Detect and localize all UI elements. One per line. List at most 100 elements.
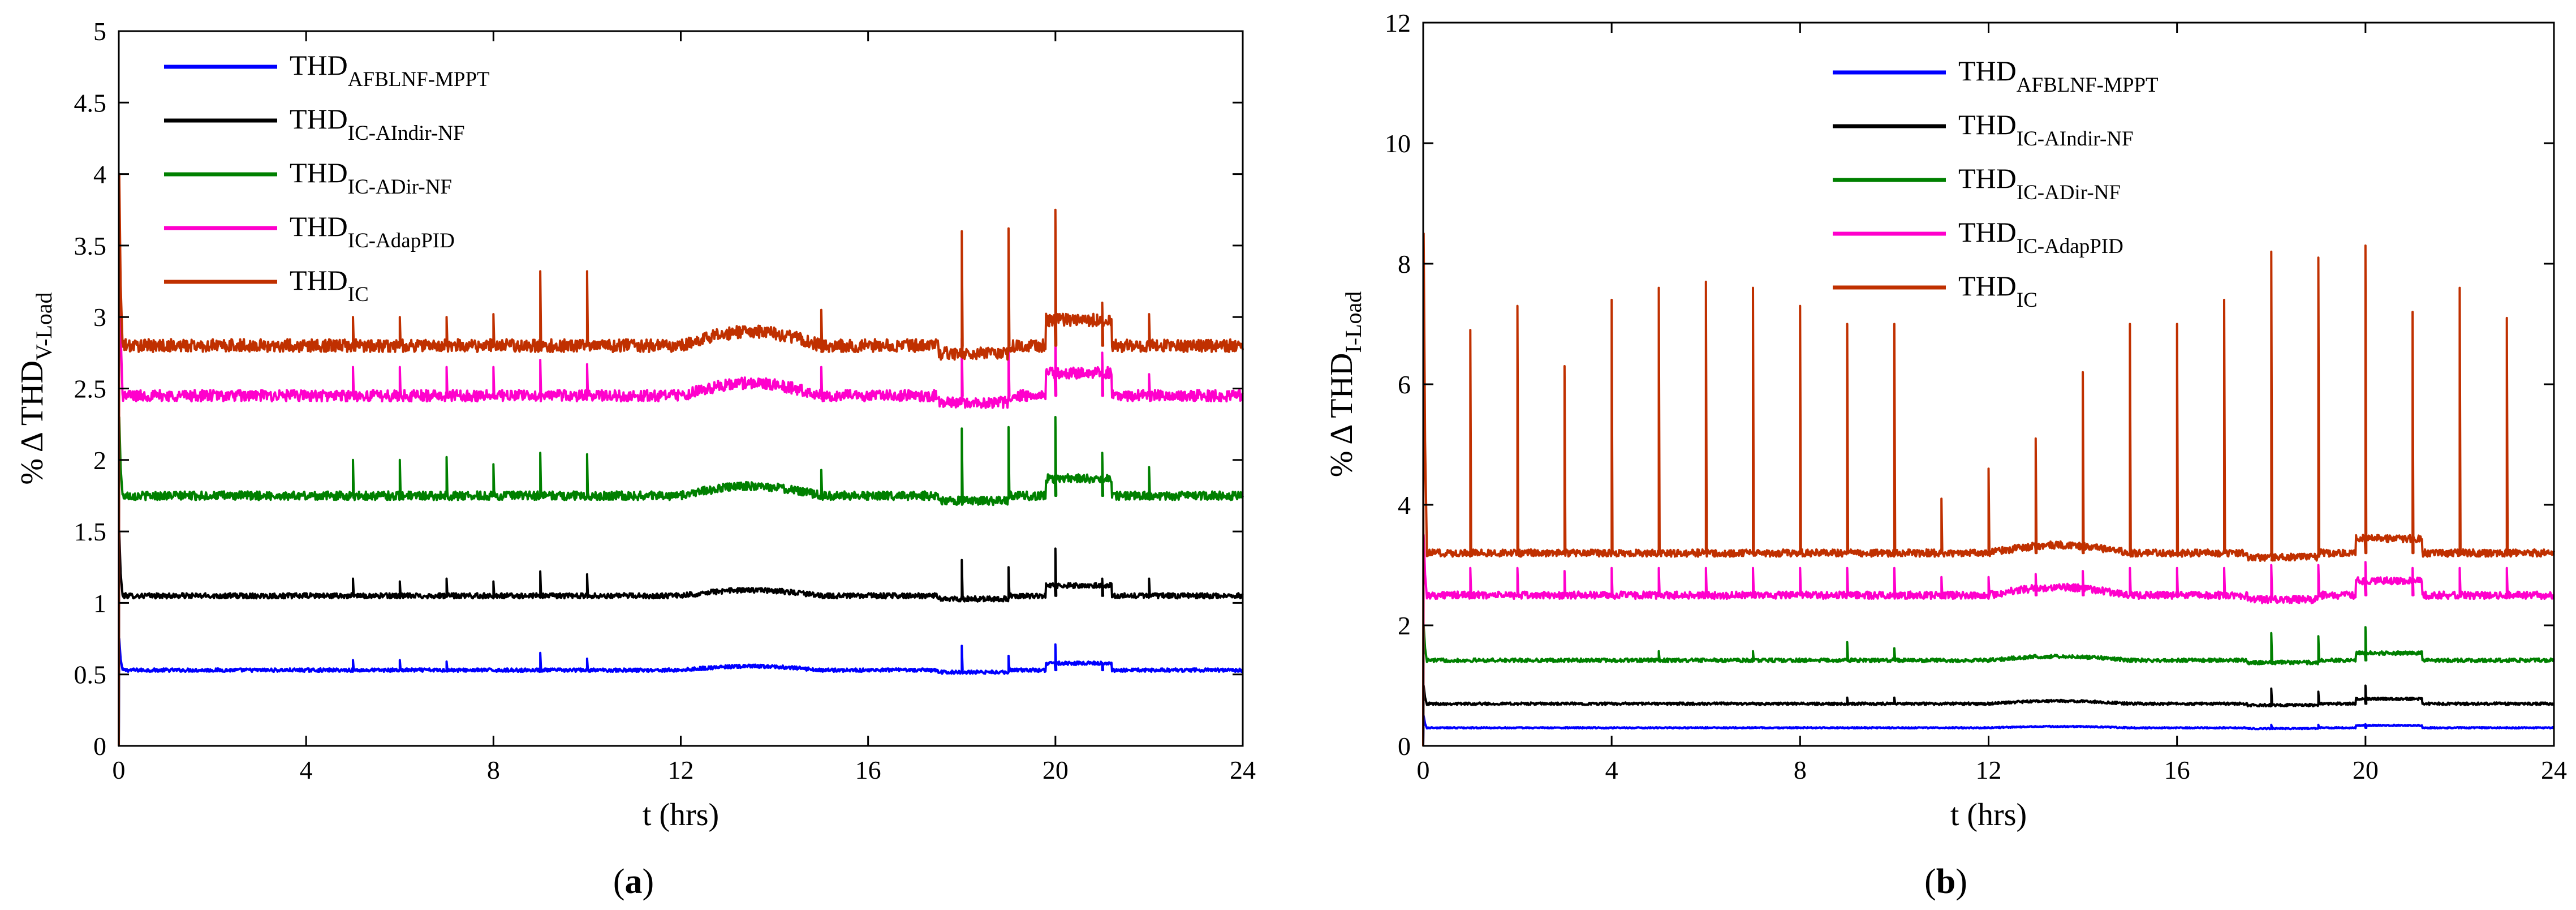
- x-tick-label: 20: [1043, 756, 1069, 784]
- y-axis-label-subscript: I-Load: [1341, 291, 1366, 353]
- legend-label-subscript: AFBLNF-MPPT: [2017, 74, 2159, 97]
- y-tick-label: 3: [93, 303, 106, 332]
- legend-label: THDAFBLNF-MPPT: [1958, 55, 2159, 97]
- y-tick-label: 12: [1385, 8, 1411, 37]
- legend-label-subscript: IC-AIndir-NF: [2017, 127, 2134, 151]
- legend-label: THDIC-ADir-NF: [290, 157, 452, 199]
- panel-label-open: (: [613, 862, 625, 901]
- legend-label-subscript: IC-ADir-NF: [2017, 181, 2121, 204]
- chart-panel-a: 0 4 8 12 16 20 24 0 0.5 1 1.5 2 2.5 3 3.5 4 4.5 5 t (hrs)%…: [15, 17, 1256, 901]
- series-line-afblnf-mppt: [118, 637, 1244, 746]
- y-tick-label: 2: [1398, 611, 1411, 640]
- legend-label-subscript: IC: [2017, 289, 2037, 312]
- y-tick-label: 4: [93, 160, 106, 189]
- legend-label: THDIC-AIndir-NF: [1958, 109, 2134, 151]
- panel-label-letter: b: [1936, 862, 1955, 901]
- series-line-afblnf-mppt: [1422, 714, 2555, 746]
- panel-label-letter: a: [625, 862, 643, 901]
- y-tick-label: 8: [1398, 250, 1411, 278]
- series-line-ic-adappid: [118, 216, 1244, 746]
- x-tick-label: 0: [113, 756, 126, 784]
- panel-label-close: ): [643, 862, 654, 901]
- y-axis-label-main: % Δ THD: [1324, 353, 1359, 478]
- legend-label-subscript: IC: [348, 283, 369, 306]
- legend-entry: THDIC-ADir-NF: [1833, 162, 2121, 204]
- y-tick-label: 1.5: [74, 517, 107, 546]
- legend-label-subscript: AFBLNF-MPPT: [348, 68, 490, 91]
- y-tick-label: 5: [93, 17, 106, 46]
- y-tick-label: 10: [1385, 129, 1411, 158]
- y-tick-label: 4: [1398, 491, 1411, 520]
- legend-label: THDIC: [290, 264, 369, 306]
- legend-entry: THDIC-AdapPID: [164, 211, 455, 252]
- legend-entry: THDAFBLNF-MPPT: [1833, 55, 2159, 97]
- x-tick-label: 12: [1976, 756, 2002, 784]
- panel-label-open: (: [1924, 862, 1936, 901]
- series-line-ic: [1422, 232, 2555, 746]
- legend-label: THDIC-ADir-NF: [1958, 162, 2121, 204]
- legend-label: THDIC: [1958, 270, 2037, 312]
- legend-label-subscript: IC-AdapPID: [2017, 235, 2123, 258]
- legend-label-main: THD: [290, 264, 348, 296]
- y-tick-label: 0.5: [74, 660, 107, 689]
- legend-entry: THDIC-AIndir-NF: [1833, 109, 2134, 151]
- legend-entry: THDIC-AdapPID: [1833, 216, 2123, 258]
- legend-label: THDAFBLNF-MPPT: [290, 49, 490, 91]
- y-axis-label: % Δ THDI-Load: [1324, 291, 1366, 477]
- series-line-ic-aindir-nf: [118, 530, 1244, 746]
- y-axis-label-subscript: V-Load: [31, 292, 57, 360]
- x-tick-label: 0: [1417, 756, 1430, 784]
- series-line-ic-aindir-nf: [1422, 684, 2555, 746]
- legend-entry: THDIC-AIndir-NF: [164, 103, 465, 145]
- legend-label-main: THD: [290, 49, 348, 81]
- y-tick-label: 6: [1398, 370, 1411, 399]
- series-line-ic-adir-nf: [1422, 624, 2555, 746]
- legend-entry: THDIC: [164, 264, 369, 306]
- plot-frame: [118, 30, 1244, 747]
- series-line-ic-adappid: [1422, 534, 2555, 746]
- x-tick-label: 16: [855, 756, 881, 784]
- y-tick-label: 0: [1398, 732, 1411, 761]
- legend-label-main: THD: [290, 211, 348, 242]
- legend-label-subscript: IC-AdapPID: [348, 229, 455, 252]
- legend-label: THDIC-AdapPID: [1958, 216, 2123, 258]
- panel-label: (a): [613, 862, 654, 901]
- legend-label-main: THD: [290, 103, 348, 135]
- x-tick-label: 20: [2353, 756, 2379, 784]
- series-line-ic-adir-nf: [118, 416, 1244, 746]
- legend-entry: THDIC-ADir-NF: [164, 157, 452, 199]
- x-tick-label: 4: [1605, 756, 1618, 784]
- legend-label-main: THD: [290, 157, 348, 188]
- legend-label-main: THD: [1958, 162, 2017, 194]
- x-tick-label: 24: [2541, 756, 2567, 784]
- panel-label-close: ): [1955, 862, 1967, 901]
- y-tick-label: 2.5: [74, 375, 107, 404]
- legend-entry: THDAFBLNF-MPPT: [164, 49, 490, 91]
- x-tick-label: 8: [1794, 756, 1807, 784]
- legend-label-main: THD: [1958, 216, 2017, 248]
- x-tick-label: 12: [668, 756, 694, 784]
- legend-label-main: THD: [1958, 55, 2017, 87]
- x-tick-label: 8: [487, 756, 500, 784]
- y-axis-label: % Δ THDV-Load: [15, 292, 57, 484]
- y-tick-label: 3.5: [74, 231, 107, 260]
- legend-label-main: THD: [1958, 109, 2017, 140]
- y-tick-label: 0: [93, 732, 106, 761]
- x-tick-label: 16: [2164, 756, 2190, 784]
- x-axis-label: t (hrs): [643, 797, 719, 832]
- y-axis-label-main: % Δ THD: [15, 360, 50, 485]
- y-tick-label: 2: [93, 446, 106, 475]
- y-tick-label: 1: [93, 589, 106, 617]
- legend-label-subscript: IC-AIndir-NF: [348, 122, 465, 145]
- legend-label-main: THD: [1958, 270, 2017, 302]
- series-line-ic: [118, 173, 1244, 746]
- x-axis-label: t (hrs): [1950, 797, 2027, 832]
- panel-label: (b): [1924, 862, 1967, 901]
- legend-label: THDIC-AIndir-NF: [290, 103, 465, 145]
- x-tick-label: 24: [1230, 756, 1256, 784]
- legend-entry: THDIC: [1833, 270, 2037, 312]
- legend-label-subscript: IC-ADir-NF: [348, 175, 452, 199]
- y-tick-label: 4.5: [74, 88, 107, 117]
